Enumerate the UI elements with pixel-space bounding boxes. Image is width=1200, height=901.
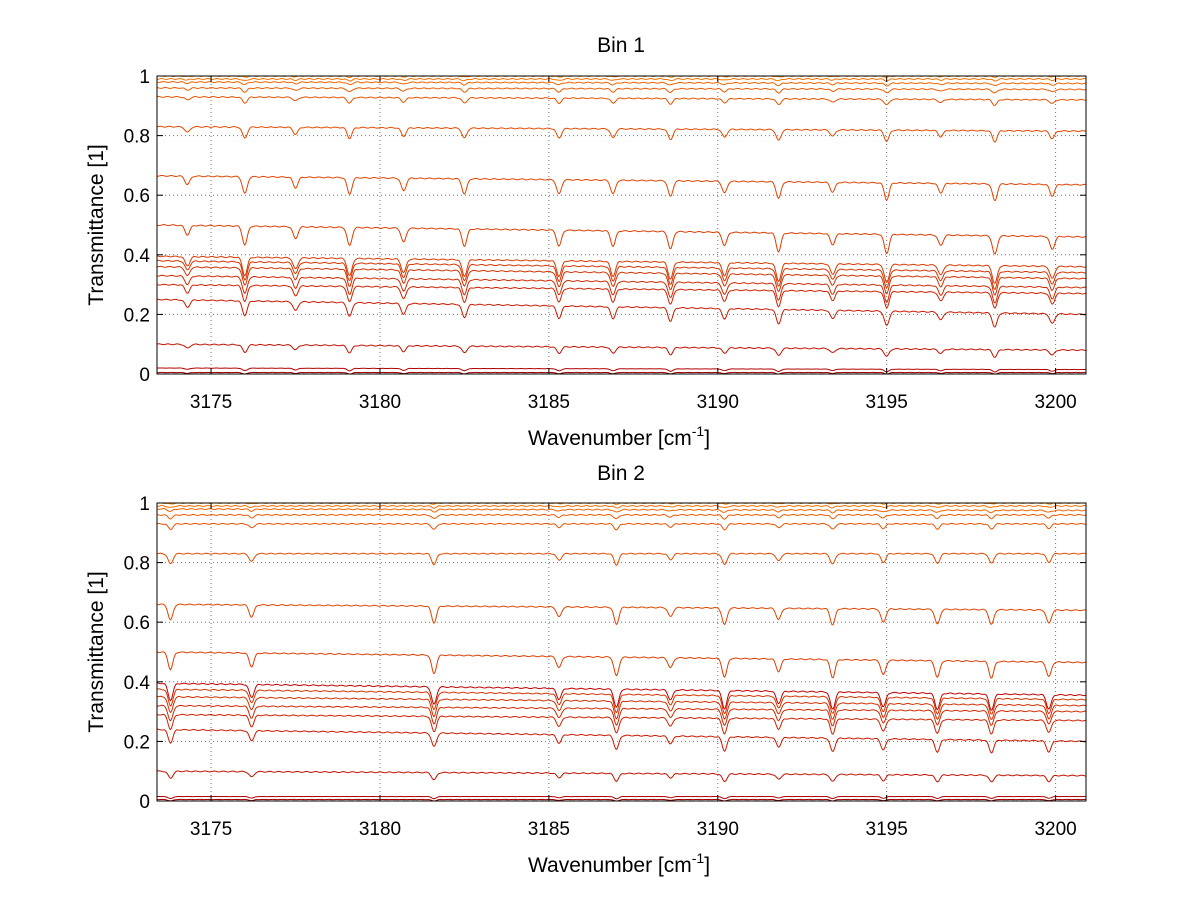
x-tick-label: 3195 [866,392,908,413]
series-line [156,95,1087,106]
y-tick-label: 0.4 [124,246,151,267]
series-line [156,770,1087,783]
series-line [156,651,1087,679]
x-tick-label: 3175 [190,819,232,840]
x-tick-label: 3190 [697,392,739,413]
x-ticks: 3175 3180 3185 3190 3195 3200 [190,76,1077,413]
chart-panel-bin-2: Bin 2 0 0.2 0.4 0.6 0.8 1 3175 3180 3185 3190 319… [85,462,1087,877]
series-line [156,695,1087,720]
series-line [156,174,1087,202]
series-line [156,274,1087,304]
x-tick-label: 3180 [359,392,401,413]
y-tick-label: 0.2 [124,732,150,753]
series-line [156,798,1086,802]
y-tick-label: 0.2 [124,305,150,326]
y-tick-label: 0.8 [124,127,150,148]
y-tick-label: 0.6 [124,186,150,207]
plot-frame [156,75,1087,375]
grid-lines [157,503,1086,801]
y-ticks: 0 0.2 0.4 0.6 0.8 1 [124,494,1086,813]
x-axis-label: Wavenumber [cm-1] [528,423,710,450]
y-tick-label: 0.6 [124,613,150,634]
chart-title: Bin 1 [597,34,645,57]
series-line [156,371,1086,375]
series-line [156,505,1087,509]
series-line [156,283,1087,309]
x-tick-label: 3195 [866,819,908,840]
x-ticks: 3175 3180 3185 3190 3195 3200 [190,503,1077,840]
y-axis-label: Transmittance [1] [85,144,108,305]
series-line [156,125,1087,143]
series-line [156,78,1087,82]
chart-panel-bin-1: Bin 1 0 0.2 0.4 0.6 0.8 1 3175 3180 3185 3190 319… [85,34,1087,450]
x-tick-label: 3185 [528,392,570,413]
x-tick-label: 3185 [528,819,570,840]
x-tick-label: 3180 [359,819,401,840]
x-tick-label: 3200 [1034,819,1076,840]
y-tick-label: 1 [139,67,150,88]
series-line [156,682,1087,711]
series-line [156,552,1087,566]
series-line [156,795,1087,800]
y-axis-label: Transmittance [1] [85,571,108,732]
series-line [156,265,1087,296]
y-tick-label: 1 [139,494,150,515]
series-line [156,259,1087,290]
series-line [156,81,1087,87]
x-tick-label: 3200 [1034,392,1076,413]
x-axis-label: Wavenumber [cm-1] [528,850,710,877]
y-tick-label: 0 [139,365,150,386]
grid-lines [157,76,1086,374]
series-line [156,255,1087,284]
x-tick-label: 3175 [190,392,232,413]
series-line [156,367,1087,373]
series-line [156,224,1087,255]
y-tick-label: 0.8 [124,554,150,575]
series-line [156,86,1087,94]
series-line [156,343,1087,358]
plot-frame [156,502,1087,802]
x-tick-label: 3190 [697,819,739,840]
series-group [156,502,1087,802]
y-ticks: 0 0.2 0.4 0.6 0.8 1 [124,67,1086,386]
series-line [156,688,1087,715]
series-line [156,728,1087,754]
series-group [156,75,1087,375]
chart-title: Bin 2 [597,462,645,485]
series-line [156,522,1087,531]
series-line [156,704,1087,727]
y-tick-label: 0.4 [124,673,151,694]
series-line [156,713,1087,735]
series-line [156,603,1087,626]
series-line [156,513,1087,520]
series-line [156,508,1087,514]
y-tick-label: 0 [139,792,150,813]
series-line [156,298,1087,328]
